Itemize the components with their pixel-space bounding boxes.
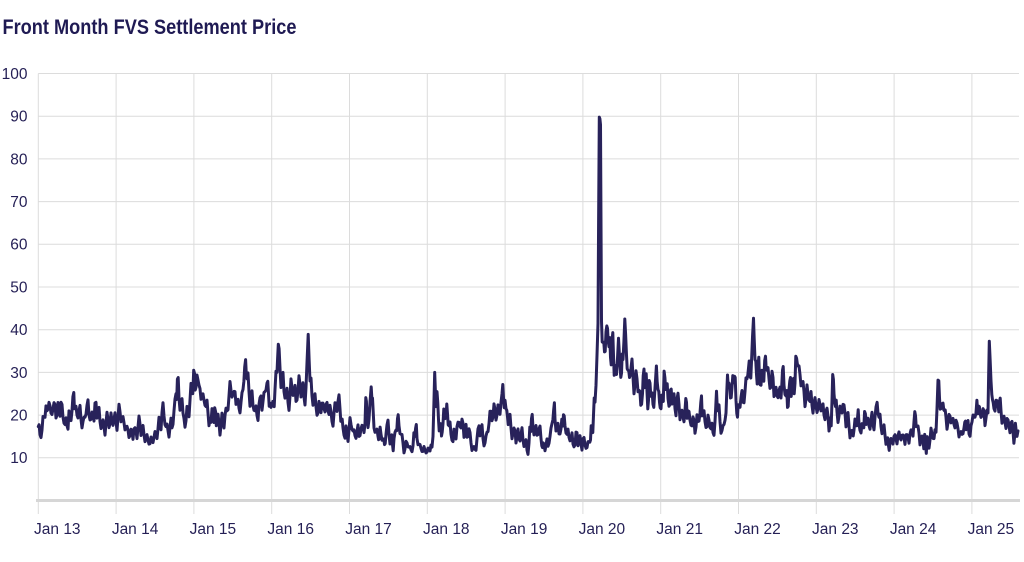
svg-text:Front Month FVS Settlement Pri: Front Month FVS Settlement Price: [3, 16, 297, 39]
svg-text:10: 10: [10, 450, 28, 467]
svg-text:80: 80: [10, 151, 28, 168]
svg-text:100: 100: [2, 66, 28, 83]
svg-text:60: 60: [10, 237, 28, 254]
svg-text:Jan 19: Jan 19: [501, 521, 548, 538]
svg-text:Jan 14: Jan 14: [112, 521, 159, 538]
svg-text:Jan 13: Jan 13: [34, 521, 81, 538]
svg-text:30: 30: [10, 365, 28, 382]
svg-text:Jan 22: Jan 22: [734, 521, 781, 538]
svg-text:Jan 18: Jan 18: [423, 521, 470, 538]
svg-text:50: 50: [10, 279, 28, 296]
svg-text:90: 90: [10, 109, 28, 126]
svg-text:Jan 20: Jan 20: [579, 521, 626, 538]
svg-text:Jan 25: Jan 25: [968, 521, 1015, 538]
svg-text:Jan 24: Jan 24: [890, 521, 937, 538]
svg-text:70: 70: [10, 194, 28, 211]
svg-text:Jan 15: Jan 15: [190, 521, 237, 538]
svg-text:Jan 23: Jan 23: [812, 521, 859, 538]
svg-text:Jan 16: Jan 16: [267, 521, 314, 538]
svg-text:Jan 21: Jan 21: [656, 521, 703, 538]
svg-text:Jan 17: Jan 17: [345, 521, 392, 538]
svg-text:20: 20: [10, 408, 28, 425]
svg-text:40: 40: [10, 322, 28, 339]
